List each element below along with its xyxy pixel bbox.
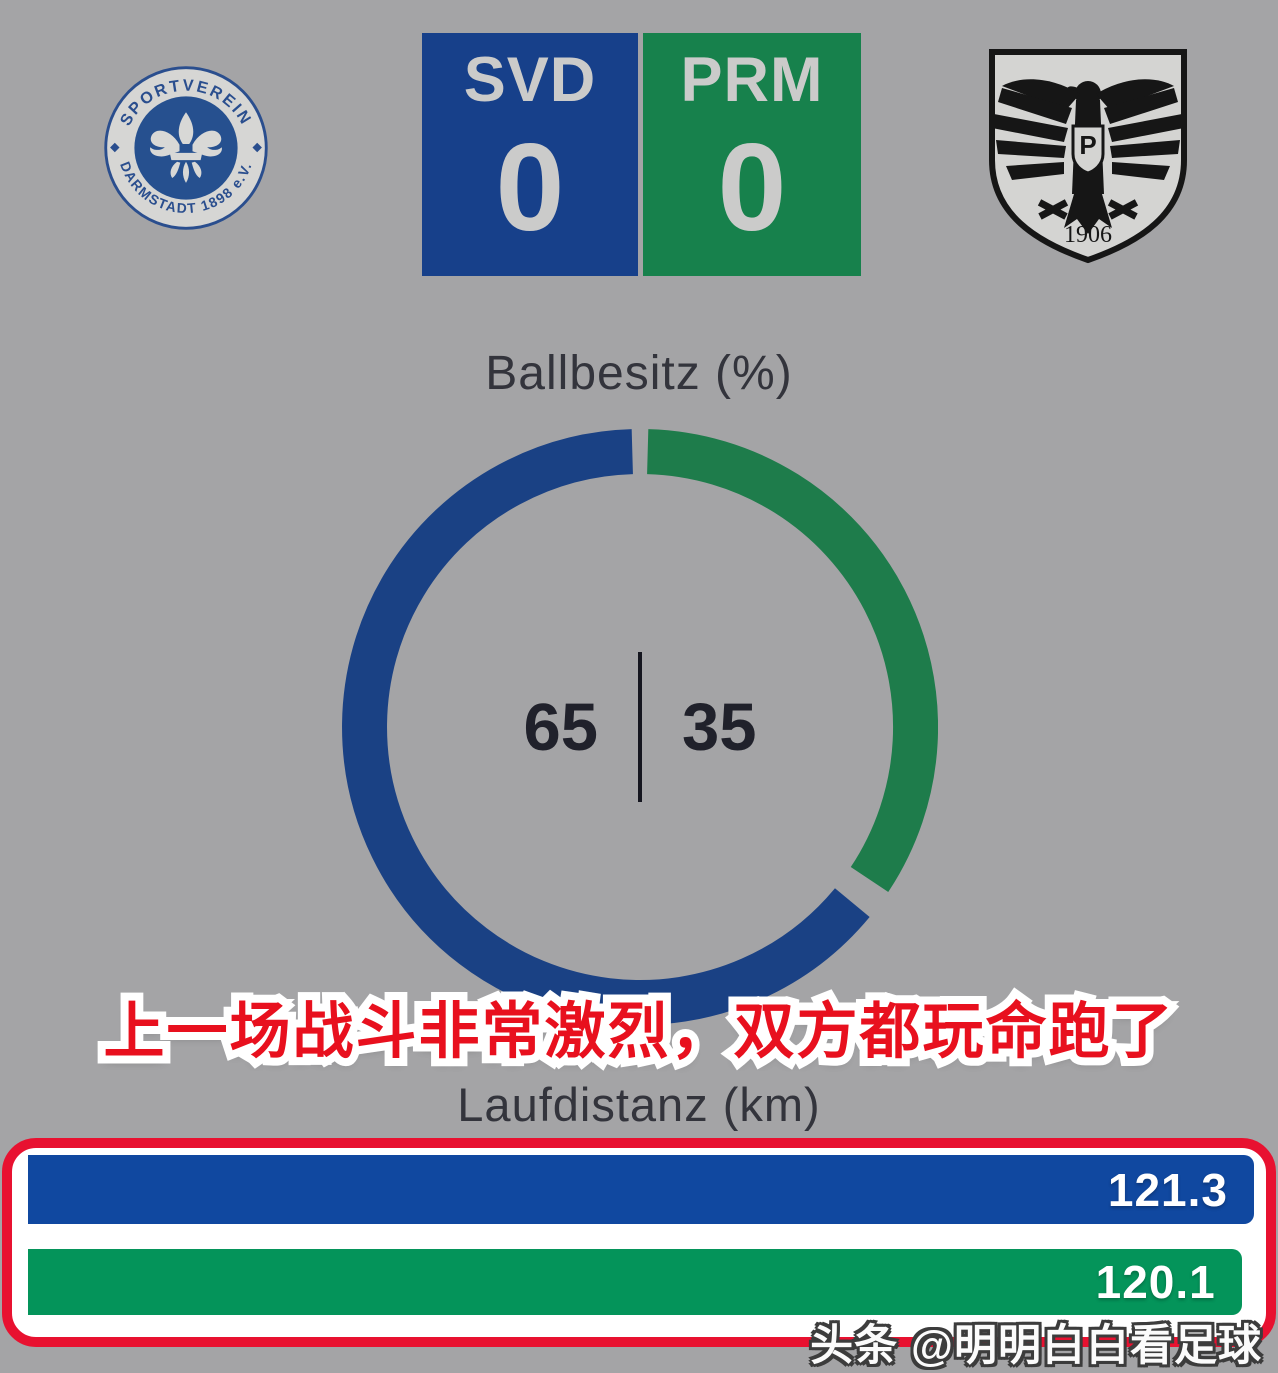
away-score-box: PRM 0 <box>643 33 861 276</box>
away-distance-bar: 120.1 <box>28 1249 1242 1315</box>
distance-title: Laufdistanz (km) <box>457 1078 821 1131</box>
away-possession-value: 35 <box>682 689 757 765</box>
home-team-score: 0 <box>495 119 565 257</box>
home-distance-value: 121.3 <box>1107 1163 1228 1216</box>
monogram-letter: P <box>1079 130 1096 160</box>
watermark-text: 头条 @明明白白看足球 <box>810 1322 1262 1370</box>
away-team-score: 0 <box>717 119 787 257</box>
away-team-code: PRM <box>680 45 824 115</box>
eagle-icon <box>992 79 1184 234</box>
possession-divider <box>638 652 642 802</box>
possession-title: Ballbesitz (%) <box>485 347 793 400</box>
eagle-monogram-shield <box>1071 124 1105 175</box>
crest-inner-circle <box>134 96 238 200</box>
distance-highlight-box: 121.3 120.1 <box>2 1138 1276 1347</box>
darmstadt-club-logo: SPORTVEREIN DARMSTADT 1898 e.V. <box>104 66 268 230</box>
editorial-caption: 上一场战斗非常激烈，双方都玩命跑了 上一场战斗非常激烈，双方都玩命跑了 <box>0 989 1278 1073</box>
home-score-box: SVD 0 <box>422 33 638 276</box>
muenster-club-logo: P 1906 <box>989 49 1187 264</box>
home-team-code: SVD <box>463 45 597 115</box>
founding-year: 1906 <box>1064 222 1112 248</box>
home-possession-value: 65 <box>523 689 598 765</box>
home-distance-row: 121.3 <box>28 1155 1254 1224</box>
possession-donut-chart <box>342 429 938 1025</box>
caption-outline-layer: 上一场战斗非常激烈，双方都玩命跑了 <box>95 989 1180 1073</box>
donut-arc-home <box>342 429 870 1025</box>
away-distance-row: 120.1 <box>28 1249 1254 1315</box>
donut-arc-away <box>647 429 938 892</box>
possession-values: 65 35 <box>342 429 938 1025</box>
caption-text: 上一场战斗非常激烈，双方都玩命跑了 <box>103 997 1175 1065</box>
home-distance-bar: 121.3 <box>28 1155 1254 1224</box>
fleur-de-lis-icon <box>150 112 222 183</box>
away-distance-value: 120.1 <box>1095 1256 1216 1308</box>
